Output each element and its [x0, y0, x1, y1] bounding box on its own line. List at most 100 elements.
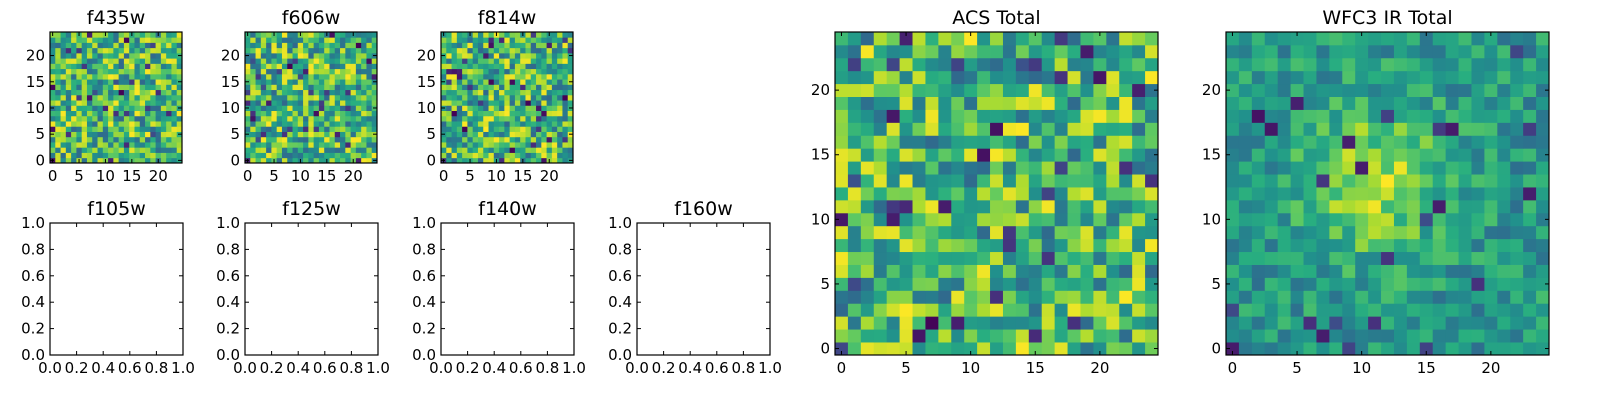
heatmap-cell: [55, 47, 61, 54]
heatmap-cell: [835, 96, 849, 110]
heatmap-cell: [250, 105, 256, 111]
heatmap-cell: [1132, 303, 1146, 317]
heatmap-cell: [292, 142, 299, 148]
heatmap-cell: [308, 94, 315, 101]
heatmap-cell: [1432, 303, 1447, 317]
heatmap-cell: [488, 157, 495, 164]
heatmap-cell: [1226, 44, 1240, 59]
heatmap-cell: [536, 42, 542, 49]
heatmap-cell: [1093, 277, 1107, 291]
heatmap-cell: [1067, 161, 1081, 175]
heatmap-cell: [873, 238, 888, 253]
heatmap-cell: [303, 73, 309, 80]
heatmap-cell: [1368, 251, 1382, 265]
heatmap-cell: [1226, 251, 1240, 265]
heatmap-cell: [171, 58, 178, 64]
heatmap-cell: [847, 44, 862, 59]
heatmap-cell: [123, 157, 130, 164]
heatmap-cell: [951, 96, 965, 110]
heatmap-cell: [1290, 96, 1304, 110]
heatmap-cell: [102, 100, 109, 106]
heatmap-cell: [977, 225, 991, 240]
heatmap-cell: [567, 37, 574, 43]
heatmap-cell: [912, 225, 926, 240]
heatmap-cell: [951, 187, 965, 201]
heatmap-cell: [1484, 70, 1498, 85]
heatmap-cell: [557, 73, 563, 80]
heatmap-cell: [1368, 83, 1382, 97]
heatmap-cell: [1277, 277, 1291, 291]
heatmap-cell: [912, 238, 926, 253]
heatmap-cell: [86, 110, 93, 117]
heatmap-cell: [456, 63, 463, 70]
heatmap-cell: [847, 316, 862, 330]
heatmap-cell: [1445, 290, 1459, 304]
heatmap-cell: [318, 68, 325, 75]
heatmap-cell: [1342, 83, 1356, 97]
heatmap-cell: [1002, 225, 1017, 240]
heatmap-cell: [1277, 303, 1291, 317]
heatmap-cell: [562, 121, 569, 127]
x-tick-label: 15: [513, 167, 532, 185]
heatmap-cell: [514, 42, 521, 49]
heatmap-cell: [938, 161, 952, 175]
heatmap-cell: [1238, 251, 1253, 265]
heatmap-cell: [1002, 303, 1017, 317]
heatmap-cell: [1041, 96, 1056, 110]
heatmap-cell: [873, 290, 888, 304]
heatmap-cell: [65, 58, 72, 64]
heatmap-cell: [1510, 277, 1524, 291]
heatmap-cell: [504, 121, 511, 127]
heatmap-cell: [371, 73, 378, 80]
heatmap-cell: [1277, 109, 1291, 123]
heatmap-cell: [483, 105, 489, 111]
heatmap-cell: [366, 63, 373, 70]
heatmap-cell: [250, 63, 256, 70]
heatmap-cell: [297, 47, 304, 54]
heatmap-cell: [1471, 174, 1485, 188]
heatmap-cell: [150, 37, 156, 43]
heatmap-cell: [297, 58, 304, 64]
heatmap-cell: [509, 89, 516, 96]
heatmap-cell: [520, 58, 526, 64]
heatmap-cell: [964, 44, 978, 59]
heatmap-cell: [441, 63, 447, 70]
heatmap-cell: [287, 157, 293, 164]
heatmap-cell: [1145, 70, 1159, 85]
heatmap-cell: [1132, 316, 1146, 330]
heatmap-cell: [313, 121, 320, 127]
heatmap-cell: [938, 329, 952, 343]
heatmap-cell: [171, 126, 178, 132]
heatmap-cell: [1484, 83, 1498, 97]
heatmap-cell: [1329, 148, 1343, 162]
y-tick-label: 0.8: [21, 240, 45, 258]
heatmap-cell: [1368, 187, 1382, 201]
heatmap-cell: [1238, 44, 1253, 59]
heatmap-cell: [899, 174, 913, 188]
heatmap-cell: [160, 115, 167, 122]
heatmap-cell: [287, 121, 293, 127]
heatmap-cell: [318, 37, 325, 43]
heatmap-cell: [467, 110, 474, 117]
heatmap-cell: [245, 94, 251, 101]
heatmap-cell: [287, 142, 293, 148]
heatmap-cell: [938, 135, 952, 149]
heatmap-cell: [1226, 174, 1240, 188]
heatmap-cell: [1238, 290, 1253, 304]
heatmap-cell: [1497, 199, 1511, 214]
heatmap-cell: [255, 142, 262, 148]
heatmap-cell: [166, 37, 172, 43]
heatmap-cell: [345, 68, 351, 75]
heatmap-cell: [324, 115, 330, 122]
heatmap-cell: [504, 131, 511, 138]
heatmap-cell: [71, 68, 77, 75]
heatmap-cell: [1510, 70, 1524, 85]
heatmap-cell: [509, 84, 516, 91]
heatmap-cell: [951, 342, 965, 356]
heatmap-cell: [1316, 290, 1330, 304]
heatmap-cell: [71, 100, 77, 106]
heatmap-cell: [536, 136, 542, 143]
heatmap-cell: [1484, 199, 1498, 214]
heatmap-cell: [477, 94, 484, 101]
heatmap-cell: [76, 136, 83, 143]
